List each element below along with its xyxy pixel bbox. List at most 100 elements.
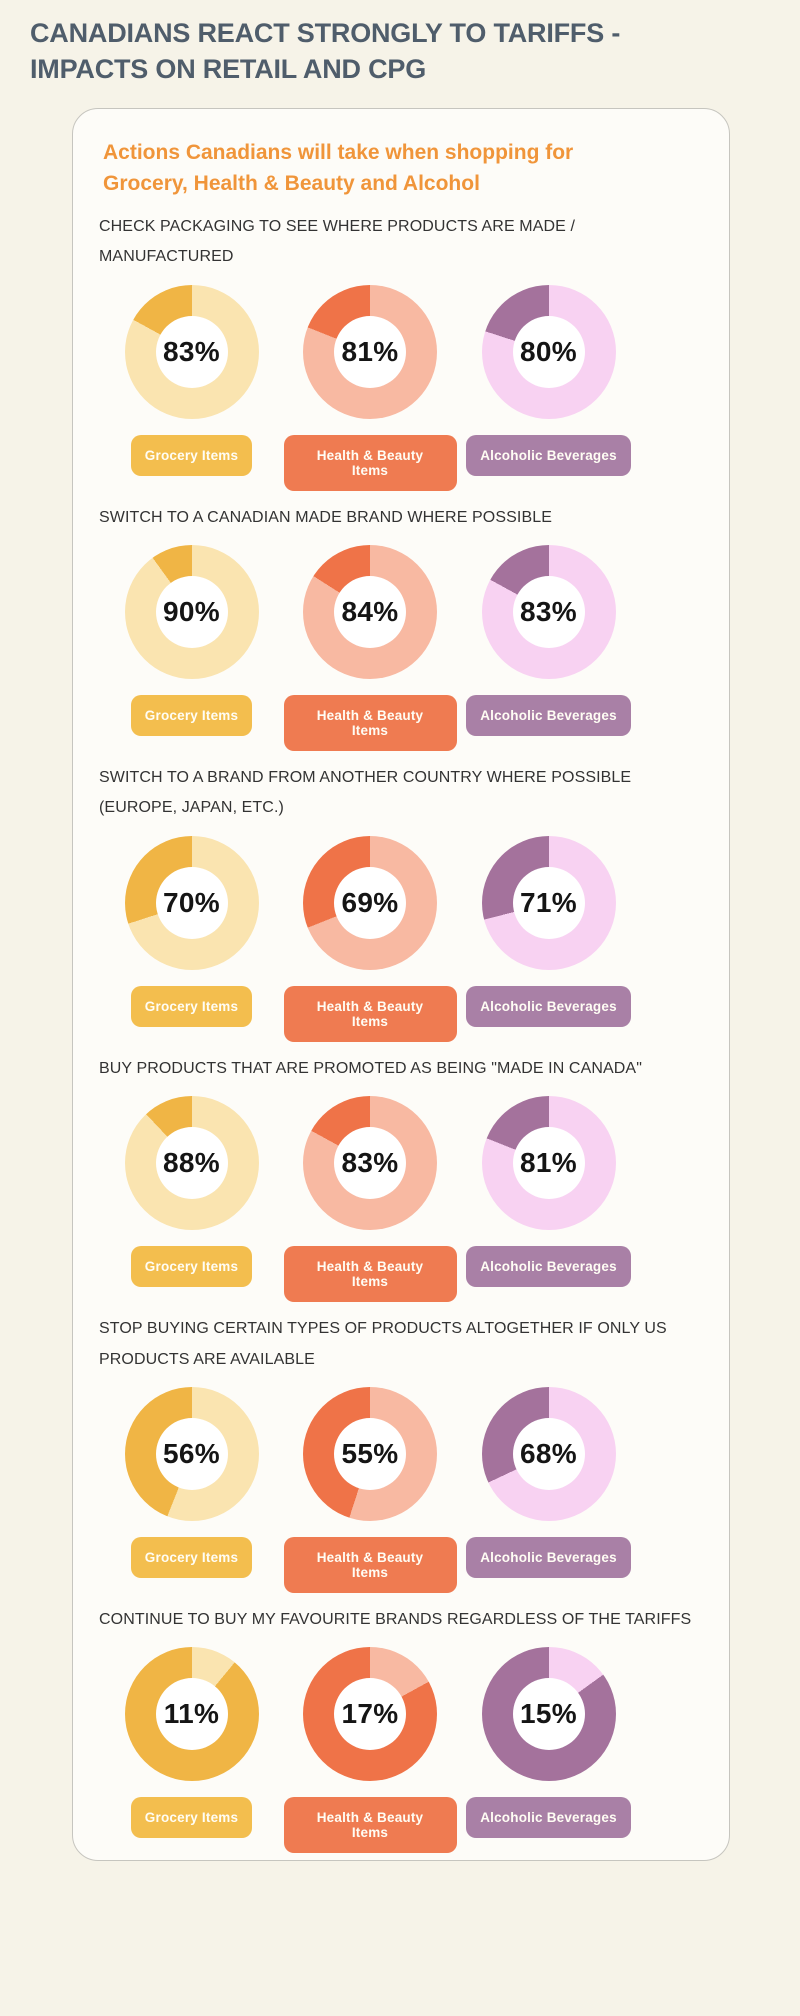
donut-row: 83% Grocery Items 81% Health & Beauty It…	[105, 281, 635, 491]
action-section: SWITCH TO A BRAND FROM ANOTHER COUNTRY W…	[95, 763, 705, 1042]
donut-hole: 84%	[334, 575, 406, 648]
category-badge: Health & Beauty Items	[283, 1797, 457, 1854]
donut-chart: 71%	[481, 835, 616, 970]
category-badge: Grocery Items	[130, 1797, 253, 1839]
donut-column: 90% Grocery Items	[105, 541, 278, 751]
donut-value: 68%	[520, 1437, 577, 1469]
donut-chart: 83%	[303, 1096, 437, 1231]
donut-column: 83% Grocery Items	[105, 281, 278, 491]
donut-value: 17%	[341, 1698, 399, 1730]
category-badge: Health & Beauty Items	[283, 1536, 457, 1593]
category-badge: Alcoholic Beverages	[466, 434, 631, 476]
donut-row: 88% Grocery Items 83% Health & Beauty It…	[105, 1092, 635, 1303]
donut-hole: 83%	[155, 315, 228, 388]
action-section: SWITCH TO A CANADIAN MADE BRAND WHERE PO…	[95, 503, 705, 751]
donut-column: 80% Alcoholic Beverages	[462, 281, 635, 491]
category-badge: Grocery Items	[130, 694, 253, 736]
section-caption: STOP BUYING CERTAIN TYPES OF PRODUCTS AL…	[99, 1320, 667, 1368]
donut-chart: 90%	[124, 544, 259, 679]
infographic-page: CANADIANS REACT STRONGLY TO TARIFFS - IM…	[0, 16, 800, 1861]
donut-value: 70%	[163, 886, 220, 918]
category-badge: Grocery Items	[130, 1246, 253, 1288]
donut-value: 84%	[341, 595, 399, 627]
donut-column: 68% Alcoholic Beverages	[462, 1383, 635, 1593]
section-caption: SWITCH TO A CANADIAN MADE BRAND WHERE PO…	[99, 508, 552, 526]
donut-value: 11%	[163, 1698, 220, 1730]
donut-chart: 68%	[481, 1386, 616, 1521]
donut-value: 15%	[520, 1698, 577, 1730]
donut-hole: 90%	[155, 575, 228, 648]
action-section: CONTINUE TO BUY MY FAVOURITE BRANDS REGA…	[95, 1605, 705, 1854]
donut-value: 90%	[163, 595, 220, 627]
donut-chart: 11%	[124, 1647, 259, 1782]
donut-hole: 56%	[155, 1417, 228, 1490]
donut-hole: 70%	[155, 866, 228, 939]
category-badge: Alcoholic Beverages	[466, 1797, 631, 1839]
section-caption: CONTINUE TO BUY MY FAVOURITE BRANDS REGA…	[99, 1610, 692, 1628]
donut-chart: 81%	[303, 284, 437, 419]
donut-column: 69% Health & Beauty Items	[283, 832, 457, 1042]
donut-column: 11% Grocery Items	[105, 1643, 278, 1853]
category-badge: Alcoholic Beverages	[466, 1536, 631, 1578]
action-section: STOP BUYING CERTAIN TYPES OF PRODUCTS AL…	[95, 1314, 705, 1593]
donut-column: 81% Health & Beauty Items	[283, 281, 457, 491]
donut-column: 81% Alcoholic Beverages	[462, 1092, 635, 1302]
donut-hole: 68%	[512, 1417, 585, 1490]
donut-hole: 17%	[334, 1678, 406, 1751]
donut-hole: 88%	[155, 1127, 228, 1200]
donut-chart: 81%	[481, 1096, 616, 1231]
donut-value: 83%	[163, 335, 220, 367]
donut-value: 55%	[341, 1437, 399, 1469]
sections-container: CHECK PACKAGING TO SEE WHERE PRODUCTS AR…	[95, 212, 705, 1854]
chart-card: Actions Canadians will take when shoppin…	[72, 107, 730, 1861]
donut-hole: 11%	[155, 1678, 228, 1751]
page-title: CANADIANS REACT STRONGLY TO TARIFFS - IM…	[30, 18, 621, 84]
category-badge: Health & Beauty Items	[283, 434, 457, 491]
donut-column: 84% Health & Beauty Items	[283, 541, 457, 751]
category-badge: Grocery Items	[130, 985, 253, 1027]
donut-chart: 17%	[303, 1647, 437, 1782]
donut-column: 55% Health & Beauty Items	[283, 1383, 457, 1593]
donut-column: 17% Health & Beauty Items	[283, 1643, 457, 1854]
category-badge: Health & Beauty Items	[283, 1246, 457, 1303]
donut-value: 88%	[163, 1147, 220, 1179]
section-caption: SWITCH TO A BRAND FROM ANOTHER COUNTRY W…	[99, 768, 632, 817]
category-badge: Alcoholic Beverages	[466, 694, 631, 736]
donut-value: 83%	[341, 1147, 399, 1179]
donut-hole: 81%	[334, 315, 406, 388]
card-heading: Actions Canadians will take when shoppin…	[103, 140, 574, 196]
donut-row: 11% Grocery Items 17% Health & Beauty It…	[105, 1643, 635, 1854]
category-badge: Alcoholic Beverages	[466, 1246, 631, 1288]
donut-chart: 83%	[124, 284, 259, 419]
category-badge: Grocery Items	[130, 1536, 253, 1578]
donut-value: 81%	[520, 1147, 577, 1179]
action-section: BUY PRODUCTS THAT ARE PROMOTED AS BEING …	[95, 1054, 705, 1303]
donut-chart: 69%	[303, 835, 437, 970]
category-badge: Grocery Items	[130, 434, 253, 476]
donut-chart: 88%	[124, 1096, 259, 1231]
category-badge: Health & Beauty Items	[283, 985, 457, 1042]
donut-chart: 80%	[481, 284, 616, 419]
donut-column: 71% Alcoholic Beverages	[462, 832, 635, 1042]
donut-row: 56% Grocery Items 55% Health & Beauty It…	[105, 1383, 635, 1593]
donut-column: 70% Grocery Items	[105, 832, 278, 1042]
donut-hole: 15%	[512, 1678, 585, 1751]
donut-hole: 81%	[512, 1127, 585, 1200]
donut-column: 83% Health & Beauty Items	[283, 1092, 457, 1303]
donut-hole: 83%	[512, 575, 585, 648]
donut-hole: 80%	[512, 315, 585, 388]
donut-value: 71%	[520, 886, 577, 918]
category-badge: Health & Beauty Items	[283, 694, 457, 751]
donut-chart: 56%	[124, 1386, 259, 1521]
donut-column: 83% Alcoholic Beverages	[462, 541, 635, 751]
donut-value: 83%	[520, 595, 577, 627]
donut-row: 90% Grocery Items 84% Health & Beauty It…	[105, 541, 635, 751]
donut-chart: 83%	[481, 544, 616, 679]
action-section: CHECK PACKAGING TO SEE WHERE PRODUCTS AR…	[95, 212, 705, 491]
donut-hole: 69%	[334, 866, 406, 939]
donut-chart: 70%	[124, 835, 259, 970]
donut-hole: 55%	[334, 1417, 406, 1490]
category-badge: Alcoholic Beverages	[466, 985, 631, 1027]
donut-value: 69%	[341, 886, 399, 918]
donut-hole: 71%	[512, 866, 585, 939]
